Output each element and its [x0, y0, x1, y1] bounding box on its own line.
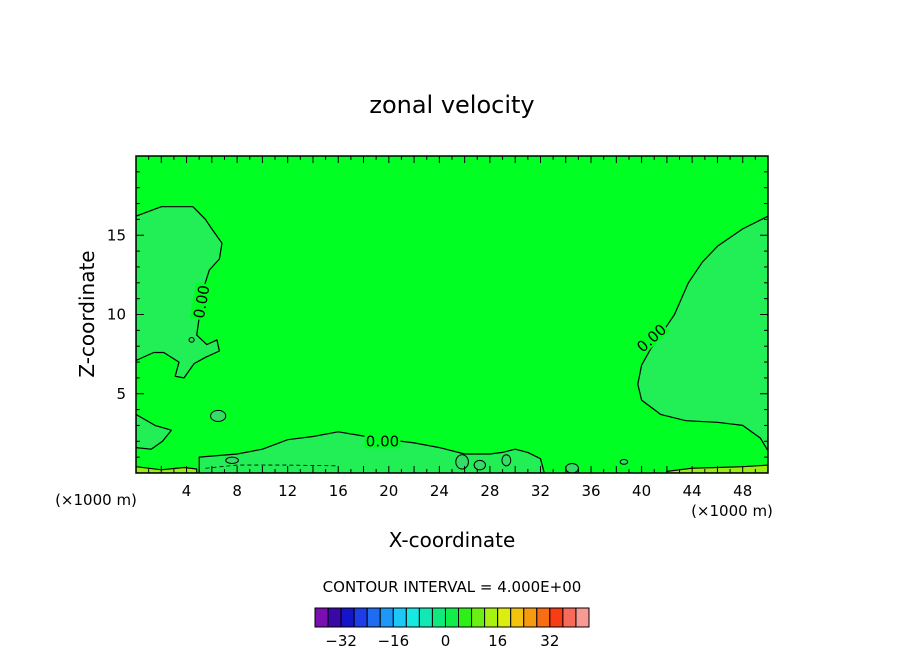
x-unit-right: (×1000 m) — [691, 502, 773, 520]
contour-region-right-negative — [637, 215, 768, 452]
contour-fields — [136, 156, 768, 473]
x-tick-label: 48 — [733, 482, 752, 500]
x-tick-label: 28 — [480, 482, 499, 500]
colorbar-label: 16 — [488, 632, 507, 650]
colorbar-swatch — [444, 607, 460, 628]
contour-feature-5 — [501, 454, 512, 467]
colorbar-swatch — [379, 607, 394, 628]
x-tick-label: 36 — [581, 482, 600, 500]
colorbar-swatch — [327, 607, 342, 628]
x-tick-label: 4 — [182, 482, 192, 500]
contour-label-1: 0.00 — [190, 284, 214, 320]
colorbar-swatch — [340, 607, 355, 628]
contour-region-left-upper-negative — [136, 206, 223, 379]
colorbar-swatch — [458, 607, 473, 628]
colorbar-swatch — [392, 607, 407, 628]
contour-feature-1 — [210, 409, 227, 422]
colorbar-swatch — [484, 607, 499, 628]
colorbar-swatch — [523, 607, 538, 628]
x-tick-label: 12 — [278, 482, 297, 500]
colorbar-swatch — [497, 607, 512, 628]
x-tick-label: 16 — [329, 482, 348, 500]
x-tick-label: 24 — [430, 482, 449, 500]
colorbar-swatch — [314, 607, 329, 628]
contour-feature-3 — [455, 454, 469, 470]
contour-dashed-line — [205, 464, 339, 469]
contour-feature-7 — [619, 459, 629, 465]
contour-label-bg-1 — [189, 282, 212, 321]
colorbar-swatch — [562, 607, 577, 628]
colorbar-swatch — [471, 607, 486, 628]
colorbar-label: −32 — [325, 632, 357, 650]
chart-title: zonal velocity — [369, 91, 534, 119]
x-tick-label: 40 — [632, 482, 651, 500]
x-tick-label: 20 — [379, 482, 398, 500]
y-axis-label: Z-coordinate — [75, 250, 99, 377]
x-tick-label: 32 — [531, 482, 550, 500]
x-axis-label: X-coordinate — [389, 528, 516, 552]
x-unit-left: (×1000 m) — [55, 491, 137, 509]
colorbar-swatch — [575, 607, 590, 628]
y-tick-label: 15 — [107, 226, 126, 244]
colorbar-swatch — [366, 607, 381, 628]
y-tick-label: 10 — [107, 306, 126, 324]
contour-label-bg-3 — [364, 432, 401, 449]
colorbar-swatch — [418, 607, 433, 628]
contour-feature-6 — [565, 462, 579, 473]
y-tick-label: 5 — [116, 385, 126, 403]
zero-field — [136, 156, 768, 473]
contour-feature-2 — [225, 456, 239, 464]
colorbar-swatch — [549, 607, 564, 628]
colorbar-label: 32 — [540, 632, 559, 650]
colorbar-label: 0 — [441, 632, 451, 650]
contour-label-bg-2 — [632, 319, 670, 356]
x-tick-label: 44 — [683, 482, 702, 500]
contour-interval-text: CONTOUR INTERVAL = 4.000E+00 — [323, 578, 582, 596]
colorbar: −32 −16 0 16 32 — [314, 607, 590, 650]
colorbar-label: −16 — [377, 632, 409, 650]
x-tick-label: 8 — [232, 482, 242, 500]
colorbar-swatch — [431, 607, 446, 628]
colorbar-swatch — [510, 607, 525, 628]
colorbar-swatch — [536, 607, 551, 628]
colorbar-swatch — [353, 607, 368, 628]
contour-feature-4 — [473, 459, 486, 471]
contour-label-3: 0.00 — [366, 432, 399, 450]
contour-region-left-lower-negative — [136, 413, 172, 450]
contour-feature-8 — [188, 336, 195, 343]
colorbar-swatch — [405, 607, 420, 628]
